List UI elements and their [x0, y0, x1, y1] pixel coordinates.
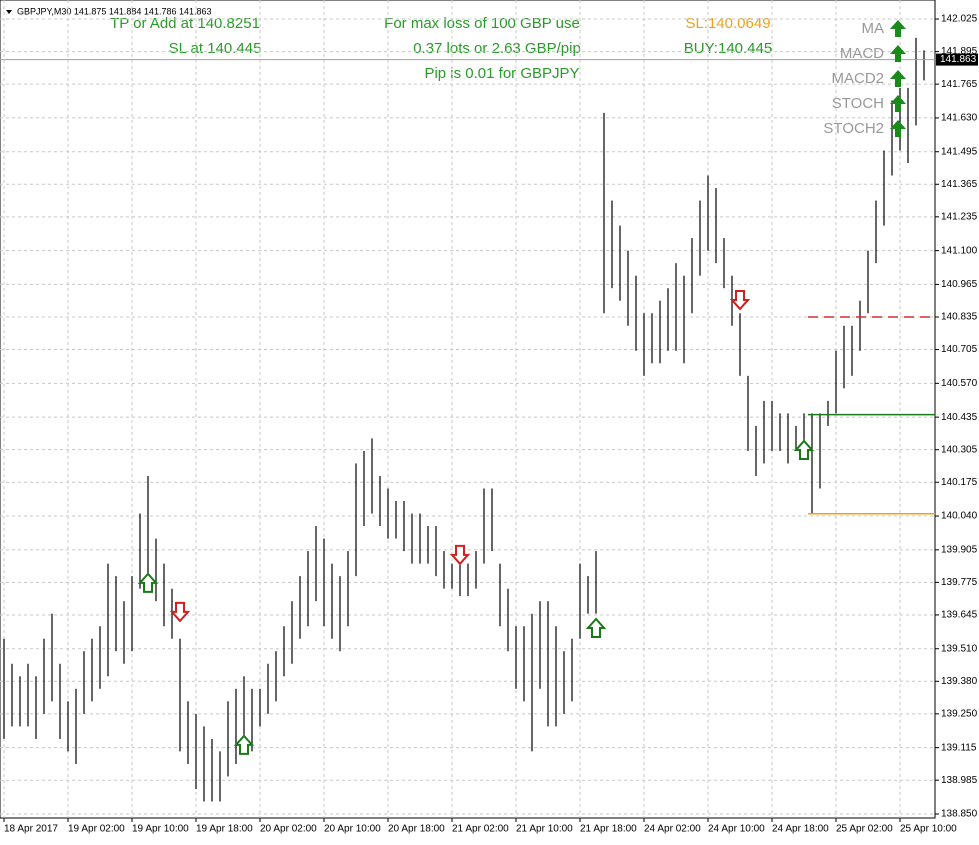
y-tick-label: 141.100: [941, 245, 978, 256]
lots-text: 0.37 lots or 2.63 GBP/pip: [413, 40, 581, 57]
y-tick-label: 138.850: [941, 809, 978, 820]
indicator-arrow: [890, 120, 906, 137]
loss-text: For max loss of 100 GBP use: [384, 15, 580, 32]
x-tick-label: 21 Apr 10:00: [516, 824, 573, 835]
plot-frame: [0, 0, 936, 819]
tp-text: TP or Add at 140.8251: [110, 15, 260, 32]
indicator-label: STOCH: [832, 95, 884, 112]
y-tick-label: 139.905: [941, 544, 978, 555]
x-tick-label: 19 Apr 10:00: [132, 824, 189, 835]
y-tick-label: 139.380: [941, 676, 978, 687]
x-tick-label: 24 Apr 10:00: [708, 824, 765, 835]
y-tick-label: 139.645: [941, 610, 978, 621]
y-tick-label: 141.895: [941, 46, 978, 57]
indicator-label: MACD: [840, 45, 884, 62]
symbol-header: GBPJPY,M30 141.875 141.884 141.786 141.8…: [17, 6, 212, 16]
y-tick-label: 139.510: [941, 643, 978, 654]
sell-arrow: [169, 601, 191, 623]
sell-arrow: [729, 289, 751, 311]
x-tick-label: 25 Apr 02:00: [836, 824, 893, 835]
x-tick-label: 20 Apr 02:00: [260, 824, 317, 835]
x-tick-label: 21 Apr 18:00: [580, 824, 637, 835]
indicator-arrow: [890, 95, 906, 112]
indicator-label: MA: [862, 20, 885, 37]
indicator-arrow: [890, 45, 906, 62]
y-tick-label: 140.435: [941, 412, 978, 423]
indicator-arrow: [890, 20, 906, 37]
x-tick-label: 21 Apr 02:00: [452, 824, 509, 835]
x-tick-label: 20 Apr 18:00: [388, 824, 445, 835]
x-tick-label: 18 Apr 2017: [4, 824, 58, 835]
x-tick-label: 19 Apr 02:00: [68, 824, 125, 835]
y-tick-label: 139.115: [941, 742, 977, 753]
y-tick-label: 141.765: [941, 79, 978, 90]
sl-text: SL at 140.445: [169, 40, 262, 57]
sell-arrow: [449, 544, 471, 566]
y-tick-label: 140.175: [941, 477, 978, 488]
buy-text: BUY:140.445: [684, 40, 772, 57]
x-tick-label: 24 Apr 18:00: [772, 824, 829, 835]
y-tick-label: 142.025: [941, 14, 978, 25]
buy-arrow: [233, 734, 255, 755]
buy-arrow: [585, 617, 607, 638]
y-tick-label: 138.985: [941, 775, 978, 786]
y-tick-label: 140.705: [941, 344, 978, 355]
x-tick-label: 20 Apr 10:00: [324, 824, 381, 835]
y-tick-label: 141.630: [941, 113, 978, 124]
y-tick-label: 140.835: [941, 312, 978, 323]
indicator-label: MACD2: [831, 70, 884, 87]
y-tick-label: 140.040: [941, 511, 978, 522]
indicator-arrow: [890, 70, 906, 87]
y-tick-label: 141.235: [941, 211, 978, 222]
y-tick-label: 140.305: [941, 444, 978, 455]
header-icon: [6, 10, 12, 14]
y-tick-label: 141.365: [941, 179, 978, 190]
indicator-label: STOCH2: [823, 120, 884, 137]
buy-arrow: [137, 572, 159, 593]
y-tick-label: 139.775: [941, 577, 978, 588]
sl2-text: SL:140.0649: [685, 15, 770, 32]
buy-arrow: [793, 439, 815, 460]
y-tick-label: 141.495: [941, 146, 978, 157]
last-price-label: 141.863: [940, 54, 977, 65]
y-tick-label: 139.250: [941, 708, 978, 719]
x-tick-label: 19 Apr 18:00: [196, 824, 253, 835]
y-tick-label: 140.570: [941, 378, 978, 389]
last-price-box: [936, 53, 978, 66]
x-tick-label: 24 Apr 02:00: [644, 824, 701, 835]
pip-text: Pip is 0.01 for GBPJPY: [424, 65, 579, 82]
y-tick-label: 140.965: [941, 279, 978, 290]
x-tick-label: 25 Apr 10:00: [900, 824, 957, 835]
